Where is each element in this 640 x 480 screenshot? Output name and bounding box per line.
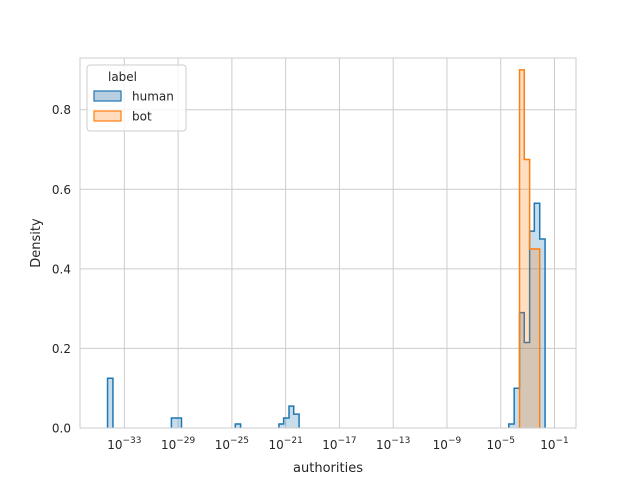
x-tick-label: 10−17 — [322, 436, 356, 452]
bar-human — [519, 312, 525, 428]
legend-label-human: human — [132, 90, 174, 104]
bar-human — [539, 239, 546, 428]
legend-swatch-bot — [93, 110, 122, 122]
bar-human — [514, 388, 520, 428]
x-tick-label: 10−9 — [433, 436, 462, 452]
x-tick-label: 10−21 — [269, 436, 303, 452]
x-tick-label: 10−25 — [215, 436, 249, 452]
bar-human — [524, 342, 530, 428]
y-tick-label: 0.4 — [52, 262, 71, 276]
plot-frame — [79, 57, 577, 429]
legend-title: label — [108, 70, 137, 84]
bar-human — [171, 418, 182, 428]
legend-swatch-human — [93, 90, 122, 102]
series-human — [106, 202, 546, 428]
x-tick-labels: 10−33 10−29 10−25 10−21 10−17 10−13 10−9 10−5 10… — [107, 436, 569, 452]
axes-border — [79, 57, 577, 429]
x-axis-label: authorities — [293, 461, 363, 476]
x-tick-label: 10−33 — [107, 436, 141, 452]
outline-human — [106, 202, 546, 428]
bar-human — [293, 414, 300, 428]
y-tick-label: 0.0 — [52, 422, 71, 436]
bar-bot — [529, 248, 540, 428]
y-tick-label: 0.6 — [52, 183, 71, 197]
bar-human — [508, 424, 515, 428]
bar-human — [278, 424, 284, 428]
histogram-bars — [106, 69, 546, 429]
y-tick-label: 0.8 — [52, 103, 71, 117]
y-axis-label: Density — [29, 218, 44, 268]
x-tick-label: 10−13 — [376, 436, 410, 452]
bar-human — [107, 378, 113, 428]
x-tick-label: 10−29 — [161, 436, 196, 452]
legend: label human bot — [86, 64, 187, 132]
y-tick-labels: 0.0 0.2 0.4 0.6 0.8 — [52, 103, 71, 435]
bar-human — [283, 418, 290, 428]
bar-human — [235, 424, 241, 428]
x-tick-label: 10−1 — [540, 436, 569, 452]
outline-bot — [518, 69, 541, 428]
bar-bot — [519, 69, 525, 428]
bar-human — [534, 203, 540, 428]
legend-label-bot: bot — [132, 110, 152, 124]
bar-bot — [524, 159, 530, 429]
x-tick-label: 10−5 — [486, 436, 515, 452]
y-tick-label: 0.2 — [52, 342, 71, 356]
bar-human — [529, 231, 535, 428]
bar-human — [289, 406, 294, 428]
series-bot — [518, 69, 541, 429]
